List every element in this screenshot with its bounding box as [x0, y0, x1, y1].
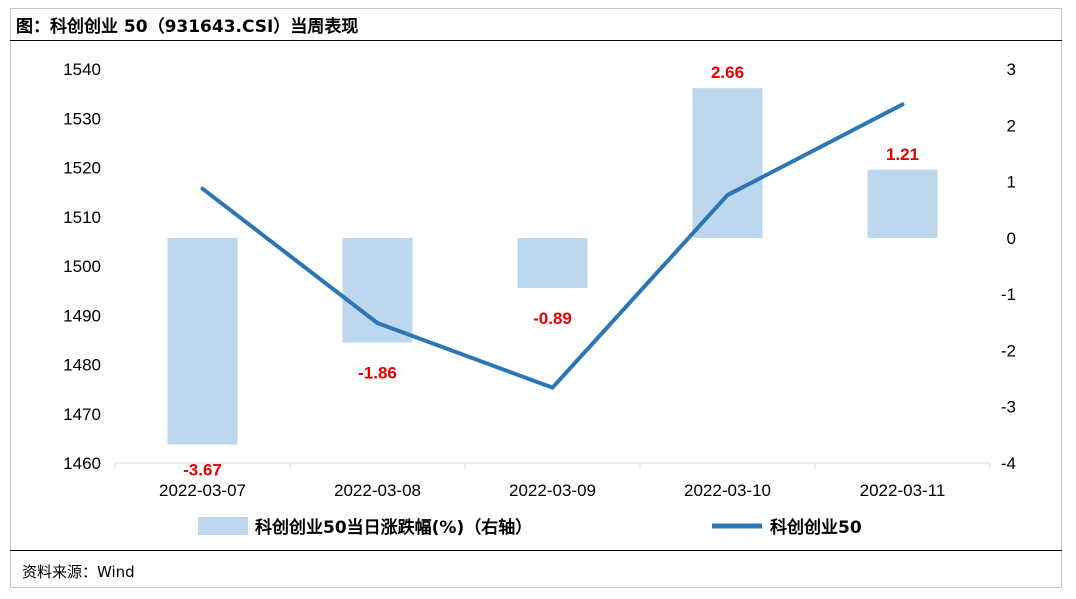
- y-right-tick--3: -3: [1001, 398, 1016, 417]
- y-right-tick--4: -4: [1001, 454, 1016, 473]
- chart-title: 图：科创创业 50（931643.CSI）当周表现: [16, 17, 359, 37]
- y-left-tick-1510: 1510: [63, 208, 101, 227]
- y-right-tick-0: 0: [1007, 229, 1016, 248]
- bar-2022-03-07: [167, 237, 238, 445]
- y-left-tick-1540: 1540: [63, 60, 101, 79]
- data-label-2022-03-09: -0.89: [533, 309, 572, 328]
- y-right-tick--2: -2: [1001, 341, 1016, 360]
- y-right-tick-2: 2: [1007, 116, 1016, 135]
- title-divider: [10, 40, 1062, 41]
- source-divider: [10, 550, 1062, 551]
- bar-2022-03-08: [342, 237, 413, 343]
- y-right-tick--1: -1: [1001, 285, 1016, 304]
- legend-swatch-bar: [198, 517, 248, 535]
- y-left-tick-1500: 1500: [63, 257, 101, 276]
- bar-2022-03-11: [867, 169, 938, 238]
- data-label-2022-03-11: 1.21: [886, 145, 919, 164]
- y-left-tick-1480: 1480: [63, 356, 101, 375]
- data-label-2022-03-08: -1.86: [358, 364, 397, 383]
- y-left-tick-1490: 1490: [63, 306, 101, 325]
- y-right-tick-1: 1: [1007, 173, 1016, 192]
- y-right-tick-3: 3: [1007, 60, 1016, 79]
- data-label-2022-03-10: 2.66: [711, 63, 744, 82]
- y-left-tick-1470: 1470: [63, 405, 101, 424]
- data-label-2022-03-07: -3.67: [183, 460, 222, 479]
- y-left-tick-1520: 1520: [63, 159, 101, 178]
- legend-label-line: 科创创业50: [770, 517, 862, 538]
- bar-2022-03-09: [517, 237, 588, 288]
- x-tick-label-2022-03-10: 2022-03-10: [684, 481, 771, 500]
- x-tick-label-2022-03-08: 2022-03-08: [334, 481, 421, 500]
- x-tick-label-2022-03-11: 2022-03-11: [860, 481, 946, 500]
- x-tick-label-2022-03-07: 2022-03-07: [159, 481, 246, 500]
- bar-2022-03-10: [692, 88, 763, 238]
- legend-label-bar: 科创创业50当日涨跌幅(%)（右轴）: [255, 517, 532, 538]
- y-left-tick-1530: 1530: [63, 109, 101, 128]
- source-note: 资料来源：Wind: [22, 563, 135, 581]
- chart-frame: [10, 8, 1062, 588]
- x-tick-label-2022-03-09: 2022-03-09: [509, 481, 596, 500]
- y-left-tick-1460: 1460: [63, 454, 101, 473]
